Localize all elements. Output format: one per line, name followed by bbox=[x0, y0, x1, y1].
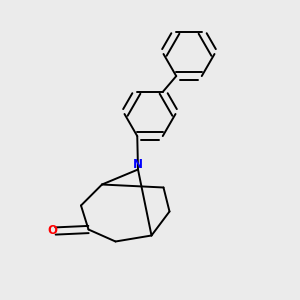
Text: N: N bbox=[133, 158, 143, 171]
Text: O: O bbox=[47, 224, 57, 238]
